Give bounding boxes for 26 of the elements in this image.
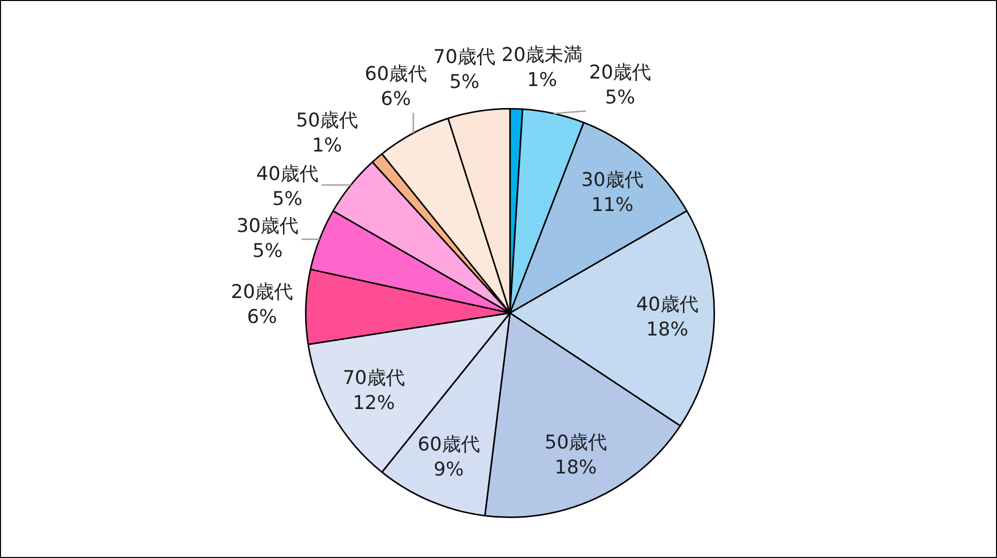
data-label: 6% [246, 306, 278, 328]
slice-label: 70歳代 [433, 46, 496, 68]
slice-label: 30歳代 [581, 169, 644, 192]
slice-label: 60歳代 [364, 63, 427, 86]
slice-label: 50歳代 [544, 431, 607, 454]
data-label: 5% [272, 188, 302, 210]
data-label: 5% [252, 240, 283, 262]
slice-label: 30歳代 [236, 215, 299, 238]
slice-label: 40歳代 [636, 293, 698, 316]
data-label: 11% [591, 194, 634, 216]
slice-label: 20歳未満 [502, 44, 583, 66]
data-label: 12% [352, 392, 395, 414]
slice-label: 20歳代 [230, 280, 294, 303]
slice-label: 60歳代 [418, 433, 480, 456]
data-label: 18% [646, 318, 688, 340]
data-label: 6% [380, 88, 411, 110]
slice-label: 40歳代 [256, 162, 318, 185]
slice-label: 50歳代 [296, 109, 358, 132]
data-label: 1% [312, 134, 342, 156]
data-label: 5% [605, 86, 636, 108]
slice-label: 20歳代 [589, 61, 652, 84]
data-label: 5% [449, 71, 480, 94]
slice-label: 70歳代 [342, 367, 405, 390]
data-label: 9% [434, 458, 464, 480]
data-label: 18% [554, 456, 597, 478]
data-label: 1% [527, 69, 558, 92]
